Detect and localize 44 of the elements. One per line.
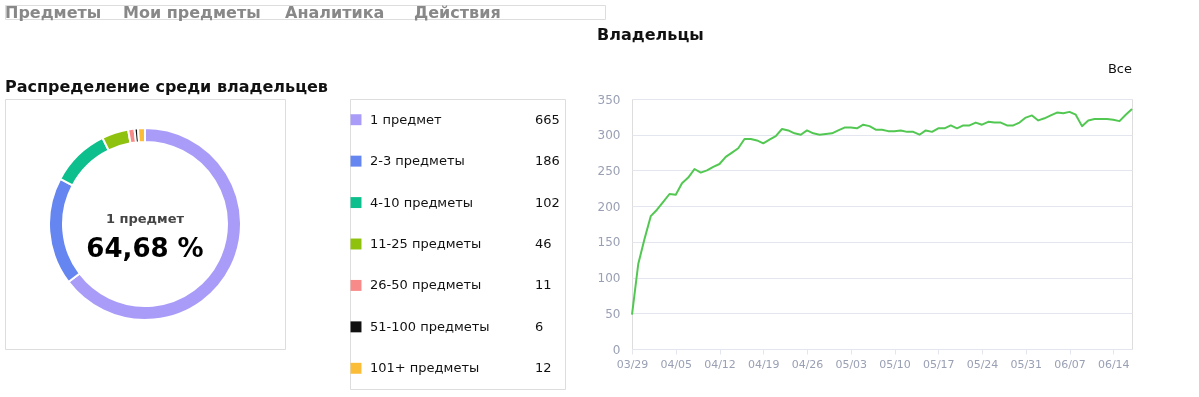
y-tick-label: 350 (597, 92, 621, 107)
y-tick-label: 100 (597, 271, 621, 286)
text: Мои предметы (123, 3, 261, 22)
legend-label: 2-3 предметы (370, 153, 465, 169)
y-tick-label: 0 (612, 342, 621, 357)
y-tick-label: 300 (597, 128, 621, 143)
data-label: 102 (535, 194, 560, 210)
x-tick-label: 05/17 (922, 357, 955, 371)
x-tick-label: 04/19 (747, 357, 780, 371)
x-tick-label: 05/31 (1010, 357, 1043, 371)
text: Действия (414, 3, 501, 22)
data-label: 6 (535, 318, 544, 334)
data-label: 12 (535, 360, 552, 376)
text: Аналитика (285, 3, 385, 22)
slice-label: 1 предмет (105, 211, 185, 226)
x-tick-label: 04/12 (704, 357, 736, 371)
text: Предметы (5, 3, 102, 22)
chart-title: Распределение среди владельцев (5, 77, 328, 96)
text: 64,68 % (86, 233, 204, 263)
x-tick-label: 05/10 (879, 357, 911, 371)
x-tick-label: 05/03 (835, 357, 868, 371)
x-tick-label: 06/14 (1097, 357, 1130, 371)
text: Все (1107, 61, 1132, 76)
data-label: 186 (535, 153, 560, 169)
y-tick-label: 150 (597, 235, 621, 250)
legend-label: 101+ предметы (370, 360, 480, 376)
chart-title: Владельцы (597, 25, 704, 44)
legend-label: 26-50 предметы (370, 277, 482, 293)
x-tick-label: 03/29 (616, 357, 649, 371)
data-label: 11 (535, 277, 552, 293)
x-tick-label: 04/05 (660, 357, 693, 371)
x-tick-label: 04/26 (791, 357, 824, 371)
data-label: 665 (535, 111, 560, 127)
y-tick-label: 250 (597, 163, 621, 178)
legend-label: 11-25 предметы (370, 236, 482, 251)
line-series (631, 108, 1133, 316)
y-tick-label: 50 (605, 306, 621, 321)
y-tick-label: 200 (597, 199, 621, 214)
legend-label: 4-10 предметы (370, 194, 474, 210)
x-tick-label: 06/07 (1054, 357, 1086, 371)
data-label: 46 (535, 236, 552, 251)
legend-label: 1 предмет (370, 111, 442, 127)
legend-label: 51-100 предметы (370, 318, 490, 334)
x-tick-label: 05/24 (966, 357, 999, 371)
